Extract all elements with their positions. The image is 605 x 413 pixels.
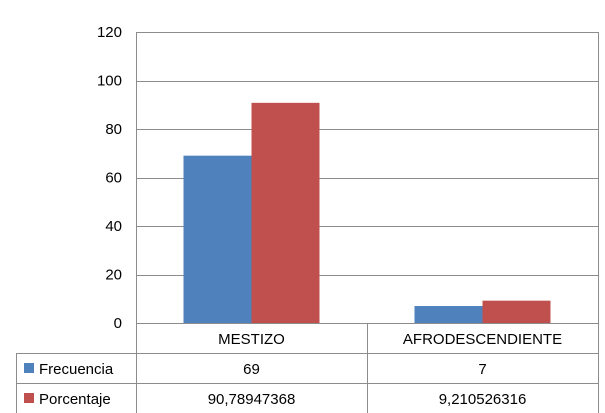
bars	[183, 102, 551, 323]
y-tick-label: 40	[105, 218, 122, 235]
legend-key-porcentaje	[24, 393, 34, 403]
y-axis-tick-labels: 0 20 40 60 80 100 120	[97, 24, 122, 332]
data-label: 90,78947368	[208, 391, 296, 408]
y-tick-label: 100	[97, 73, 122, 90]
y-tick-label: 80	[105, 121, 122, 138]
data-label: 9,210526316	[439, 391, 527, 408]
category-label: MESTIZO	[218, 331, 285, 348]
bar-frecuencia-afrodescendiente	[414, 306, 483, 323]
y-tick-label: 60	[105, 170, 122, 187]
legend-key-frecuencia	[24, 363, 34, 373]
bar-porcentaje-mestizo	[251, 102, 320, 323]
legend-series-name: Frecuencia	[39, 361, 114, 378]
data-table: MESTIZO AFRODESCENDIENTE Frecuencia 69 7 Porc…	[16, 32, 599, 413]
category-label: AFRODESCENDIENTE	[403, 331, 562, 348]
data-label: 7	[478, 361, 486, 378]
y-tick-label: 120	[97, 24, 122, 41]
y-tick-label: 20	[105, 267, 122, 284]
data-label: 69	[243, 361, 260, 378]
legend-series-name: Porcentaje	[39, 391, 111, 408]
bar-frecuencia-mestizo	[183, 155, 252, 323]
bar-porcentaje-afrodescendiente	[482, 300, 551, 323]
y-tick-label: 0	[114, 315, 122, 332]
